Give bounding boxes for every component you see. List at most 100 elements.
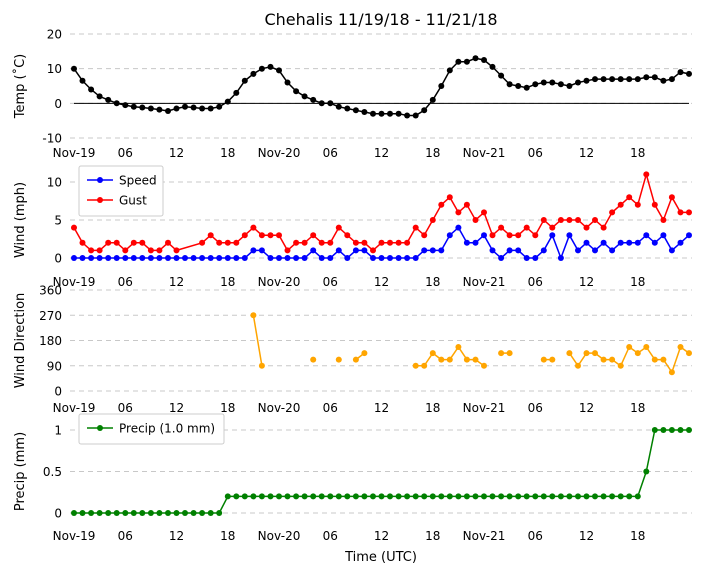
data-point: [335, 356, 342, 363]
data-point: [233, 89, 240, 96]
panel-precip: 0 0.5 1 Precip (mm) Nov-19 06 12 18 Nov-20 06 12 18…: [13, 413, 692, 543]
data-point: [361, 493, 368, 500]
x-tick-label: 06: [528, 401, 543, 415]
data-point: [677, 239, 684, 246]
x-tick-label: 18: [630, 275, 645, 289]
x-tick-label: Nov-19: [53, 401, 96, 415]
x-tick-label: 12: [579, 275, 594, 289]
data-point: [489, 63, 496, 70]
data-point: [575, 247, 581, 254]
data-point: [335, 493, 342, 500]
data-point: [378, 493, 385, 500]
y-tick-label: 360: [39, 284, 62, 298]
data-point: [472, 217, 479, 223]
data-point: [301, 93, 308, 100]
data-point: [207, 232, 214, 239]
data-point: [404, 239, 411, 246]
data-point: [557, 493, 564, 500]
data-point: [284, 79, 291, 86]
data-point: [387, 255, 393, 261]
x-tick-label: 06: [323, 275, 338, 289]
data-point: [88, 247, 95, 254]
data-point: [216, 510, 223, 516]
data-point: [532, 255, 539, 261]
data-point: [575, 217, 581, 223]
data-point: [173, 255, 180, 261]
x-tick-label: Nov-20: [258, 401, 301, 415]
data-point: [523, 493, 530, 500]
legend: Speed Gust: [78, 165, 164, 217]
data-point: [626, 76, 633, 83]
data-point: [668, 247, 675, 254]
data-point: [301, 255, 308, 261]
data-point: [199, 105, 206, 112]
data-point: [412, 112, 419, 119]
data-point: [455, 493, 462, 500]
data-point: [139, 255, 146, 261]
data-point: [182, 510, 188, 516]
data-point: [258, 232, 265, 239]
y-tick-label: 0: [54, 385, 62, 399]
series-gust: [71, 171, 692, 254]
data-point: [267, 63, 274, 70]
data-point: [498, 224, 505, 231]
data-point: [370, 255, 376, 261]
data-point: [130, 510, 137, 516]
data-point: [566, 493, 573, 500]
legend-box: [78, 413, 225, 445]
data-point: [660, 77, 667, 84]
data-point: [293, 239, 300, 246]
x-tick-label: 06: [528, 146, 543, 160]
data-point: [139, 104, 146, 111]
data-point: [660, 232, 667, 239]
x-tick-label: 12: [579, 146, 594, 160]
data-point: [617, 362, 624, 369]
data-point: [617, 493, 624, 500]
data-point: [446, 356, 453, 363]
data-point: [113, 255, 120, 261]
data-point: [660, 427, 667, 433]
data-point: [660, 356, 667, 363]
legend-marker: [97, 425, 103, 431]
data-point: [668, 76, 675, 83]
data-point: [310, 356, 317, 363]
x-tick-label: 12: [169, 275, 184, 289]
data-point: [566, 232, 573, 239]
data-point: [455, 344, 462, 350]
data-point: [592, 76, 598, 83]
data-point: [600, 224, 607, 231]
panel-dir: 0 90 180 270 360 Wind Direction Nov-19 06 12 18 No…: [13, 284, 692, 415]
y-tick-label: 10: [47, 176, 62, 190]
data-point: [216, 239, 223, 246]
data-point: [224, 255, 231, 261]
y-tick-label: 270: [39, 309, 62, 323]
data-point: [352, 493, 359, 500]
data-point: [88, 510, 95, 516]
data-point: [387, 493, 393, 500]
data-point: [130, 239, 137, 246]
data-point: [600, 356, 607, 363]
data-point: [583, 224, 590, 231]
data-point: [335, 224, 342, 231]
data-point: [523, 255, 530, 261]
data-point: [79, 77, 86, 84]
data-point: [344, 105, 351, 112]
data-point: [207, 510, 214, 516]
x-tick-label: Nov-20: [258, 529, 301, 543]
data-point: [421, 247, 428, 254]
data-point: [498, 255, 505, 261]
data-point: [173, 510, 180, 516]
data-point: [241, 255, 248, 261]
data-point: [686, 427, 692, 433]
y-tick-label: 1: [54, 424, 62, 438]
x-tick-label: Nov-21: [463, 401, 506, 415]
data-point: [446, 194, 453, 201]
data-point: [404, 112, 411, 119]
data-point: [327, 255, 334, 261]
data-point: [190, 255, 197, 261]
data-point: [147, 510, 154, 516]
legend: Precip (1.0 mm): [78, 413, 225, 445]
data-point: [463, 493, 470, 500]
data-point: [626, 344, 633, 350]
data-point: [156, 106, 163, 113]
